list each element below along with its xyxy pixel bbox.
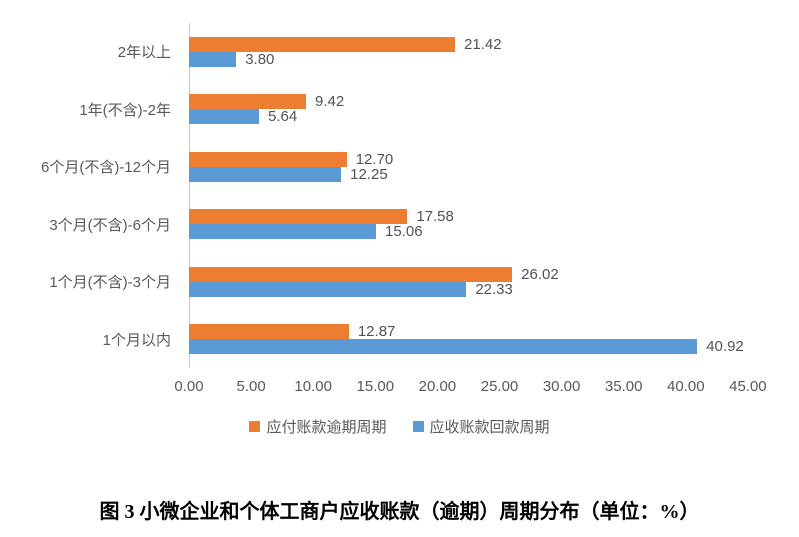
bar-receivable: [189, 51, 237, 67]
bar-receivable: [189, 339, 698, 355]
value-label: 3.80: [245, 50, 275, 68]
x-axis-tick-label: 25.00: [480, 378, 519, 395]
category-label: 1年(不含)-2年: [79, 101, 171, 119]
value-label: 22.33: [475, 280, 513, 298]
legend-swatch-payable-icon: [249, 421, 261, 432]
value-label: 5.64: [268, 108, 298, 126]
x-axis-tick-label: 30.00: [542, 378, 581, 395]
value-label: 21.42: [464, 35, 502, 53]
x-axis-tick-label: 35.00: [604, 378, 643, 395]
bar-payable: [189, 151, 347, 167]
value-label: 15.06: [385, 223, 423, 241]
value-label: 9.42: [314, 93, 345, 111]
category-label: 3个月(不含)-6个月: [49, 216, 171, 234]
value-label: 40.92: [706, 338, 744, 356]
bar-payable: [189, 209, 408, 225]
bar-receivable: [189, 109, 260, 125]
bar-receivable: [189, 166, 342, 182]
bar-payable: [189, 266, 513, 282]
bar-payable: [189, 94, 306, 110]
figure-caption: 图 3 小微企业和个体工商户应收账款（逾期）周期分布（单位：%）: [99, 501, 700, 523]
x-axis-tick-label: 40.00: [667, 378, 705, 395]
category-label: 1个月以内: [102, 331, 171, 349]
legend-item-payable: 应付账款逾期周期: [249, 416, 387, 437]
category-label: 2年以上: [117, 44, 171, 62]
value-label: 17.58: [416, 208, 454, 226]
value-label: 12.87: [357, 323, 396, 341]
y-axis-line: [189, 23, 190, 368]
category-label: 6个月(不含)-12个月: [40, 159, 171, 177]
value-label: 26.02: [521, 265, 559, 283]
value-label: 12.70: [355, 150, 394, 168]
x-axis-tick-label: 10.00: [294, 378, 332, 395]
category-label: 1个月(不含)-3个月: [49, 274, 171, 292]
legend-label-payable: 应付账款逾期周期: [266, 419, 387, 436]
x-axis-tick-label: 15.00: [356, 378, 395, 395]
legend-swatch-receivable-icon: [412, 421, 424, 432]
legend-item-receivable: 应收账款回款周期: [412, 416, 550, 437]
legend: 应付账款逾期周期 应收账款回款周期: [0, 416, 799, 437]
bar-receivable: [189, 281, 467, 297]
x-axis-tick-label: 20.00: [418, 378, 457, 395]
value-label: 12.25: [350, 165, 388, 183]
x-axis-tick-label: 5.00: [236, 378, 266, 395]
bar-payable: [189, 36, 456, 52]
bar-payable: [189, 324, 349, 340]
x-axis-tick-label: 45.00: [729, 378, 767, 395]
x-axis-tick-label: 0.00: [174, 378, 204, 395]
legend-label-receivable: 应收账款回款周期: [429, 419, 550, 436]
bar-receivable: [189, 224, 377, 240]
